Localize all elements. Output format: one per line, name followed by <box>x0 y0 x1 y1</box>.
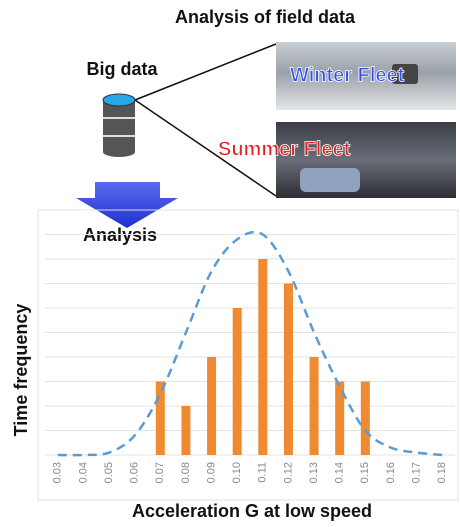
x-tick-label: 0.13 <box>308 462 320 483</box>
x-tick-label: 0.06 <box>129 462 141 483</box>
bar <box>232 308 242 455</box>
photo <box>276 42 456 110</box>
x-tick-label: 0.16 <box>385 462 397 483</box>
bar <box>155 381 165 455</box>
database-icon <box>102 93 136 157</box>
photo-label: Winter Fleet <box>290 64 405 86</box>
bar <box>309 357 319 455</box>
bar <box>283 283 293 455</box>
x-tick-label: 0.17 <box>410 462 422 483</box>
chart-frame <box>37 209 459 501</box>
source-label: Big data <box>86 59 158 79</box>
y-axis-label: Time frequency <box>11 304 31 437</box>
photo-label: Summer Fleet <box>218 138 351 160</box>
connector <box>134 43 277 101</box>
bar <box>207 357 217 455</box>
x-tick-label: 0.04 <box>77 462 89 483</box>
x-tick-label: 0.07 <box>154 462 166 483</box>
bar <box>335 381 345 455</box>
x-tick-label: 0.09 <box>205 462 217 483</box>
x-tick-label: 0.15 <box>359 462 371 483</box>
x-tick-label: 0.18 <box>436 462 448 483</box>
x-tick-label: 0.08 <box>180 462 192 483</box>
x-axis-label: Acceleration G at low speed <box>132 501 372 521</box>
bar <box>258 259 268 455</box>
connector <box>134 99 277 197</box>
title: Analysis of field data <box>175 7 356 27</box>
photo-car <box>392 64 418 84</box>
x-tick-label: 0.10 <box>231 462 243 483</box>
x-tick-label: 0.12 <box>282 462 294 483</box>
arrow <box>76 182 178 228</box>
x-tick-label: 0.03 <box>52 462 64 483</box>
trend-curve <box>57 230 443 457</box>
bar <box>360 381 370 455</box>
photo-car <box>300 168 360 192</box>
bar <box>181 406 191 455</box>
x-tick-label: 0.11 <box>257 462 269 483</box>
x-tick-label: 0.14 <box>334 462 346 483</box>
x-tick-label: 0.05 <box>103 462 115 483</box>
